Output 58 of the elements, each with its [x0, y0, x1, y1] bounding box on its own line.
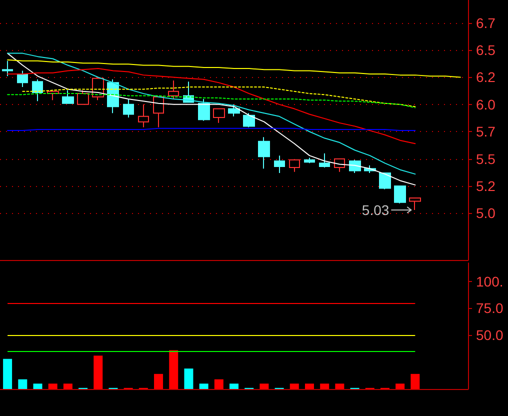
candlestick — [319, 152, 330, 168]
bar — [184, 368, 194, 389]
candlestick — [274, 155, 285, 174]
bar — [63, 384, 72, 389]
candlestick — [62, 90, 74, 104]
candlestick — [138, 104, 149, 128]
bar — [33, 384, 42, 389]
line-series — [22, 86, 416, 108]
y-tick-label: 5.7 — [476, 124, 496, 140]
candlestick — [213, 108, 225, 124]
candlestick — [107, 78, 119, 114]
bar — [260, 384, 269, 389]
candlestick — [258, 136, 270, 170]
candlestick — [123, 98, 134, 118]
y-tick-label: 6.2 — [476, 69, 496, 86]
candlestick — [32, 78, 43, 102]
candlestick — [168, 80, 179, 100]
line-series — [7, 59, 461, 78]
bar — [396, 384, 405, 389]
y-tick-label: 5.0 — [476, 205, 496, 222]
bar — [48, 384, 58, 389]
annotation: 5.03 — [362, 202, 390, 218]
y-tick-label: 6.0 — [476, 96, 496, 112]
bar — [18, 379, 28, 389]
bar — [410, 374, 420, 389]
candlestick — [289, 159, 300, 172]
y-tick-label: 6.5 — [476, 42, 496, 58]
candlestick — [379, 172, 391, 190]
bar — [94, 356, 103, 389]
candlestick — [228, 104, 240, 117]
candlestick — [304, 157, 315, 164]
bar — [290, 384, 299, 389]
bar — [320, 384, 330, 389]
candlestick — [409, 197, 421, 210]
line-series — [7, 93, 416, 108]
candlestick — [394, 186, 406, 204]
y-tick-label: 5.5 — [476, 150, 496, 167]
candlestick — [198, 98, 210, 122]
bar — [3, 358, 12, 389]
y-tick-label: 100. — [476, 273, 504, 290]
bar — [335, 384, 344, 389]
y-tick-label: 50.0 — [476, 327, 504, 344]
bar — [304, 384, 314, 389]
y-tick-label: 6.7 — [476, 14, 496, 31]
bar — [154, 374, 164, 389]
candlestick — [349, 159, 361, 174]
bar — [199, 384, 208, 389]
candlestick — [243, 112, 255, 128]
bar — [169, 350, 178, 389]
candlestick — [77, 90, 89, 105]
candlestick — [334, 158, 345, 172]
y-tick-label: 75.0 — [476, 300, 504, 316]
bar — [214, 379, 224, 389]
candlestick — [17, 70, 28, 88]
candlestick — [2, 60, 13, 77]
y-tick-label: 5.2 — [476, 178, 496, 194]
line-series — [7, 68, 416, 144]
bar — [230, 384, 238, 389]
